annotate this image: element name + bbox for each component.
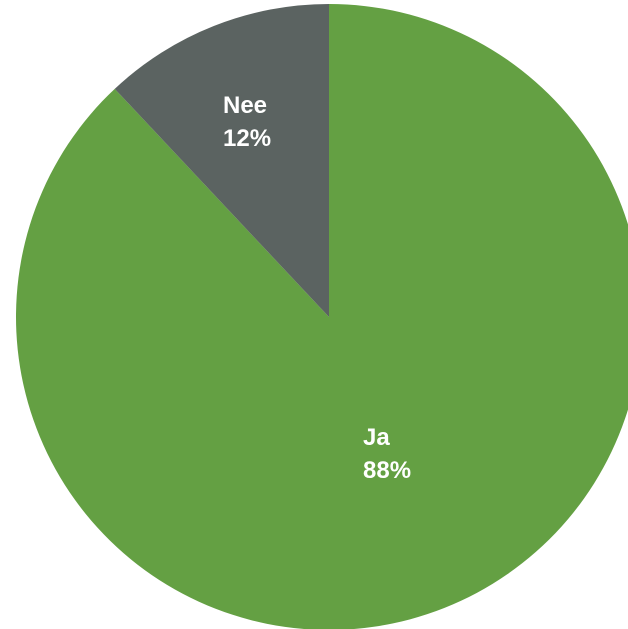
slice-value-nee: 12% [223, 125, 271, 152]
slice-label-ja: Ja [363, 424, 390, 451]
slice-label-nee: Nee [223, 92, 267, 119]
pie-slices [16, 4, 628, 629]
pie-labels: Ja 88% Nee 12% [223, 92, 411, 484]
pie-slice-nee [114, 4, 329, 317]
slice-value-ja: 88% [363, 457, 411, 484]
pie-slice-ja [16, 4, 628, 629]
